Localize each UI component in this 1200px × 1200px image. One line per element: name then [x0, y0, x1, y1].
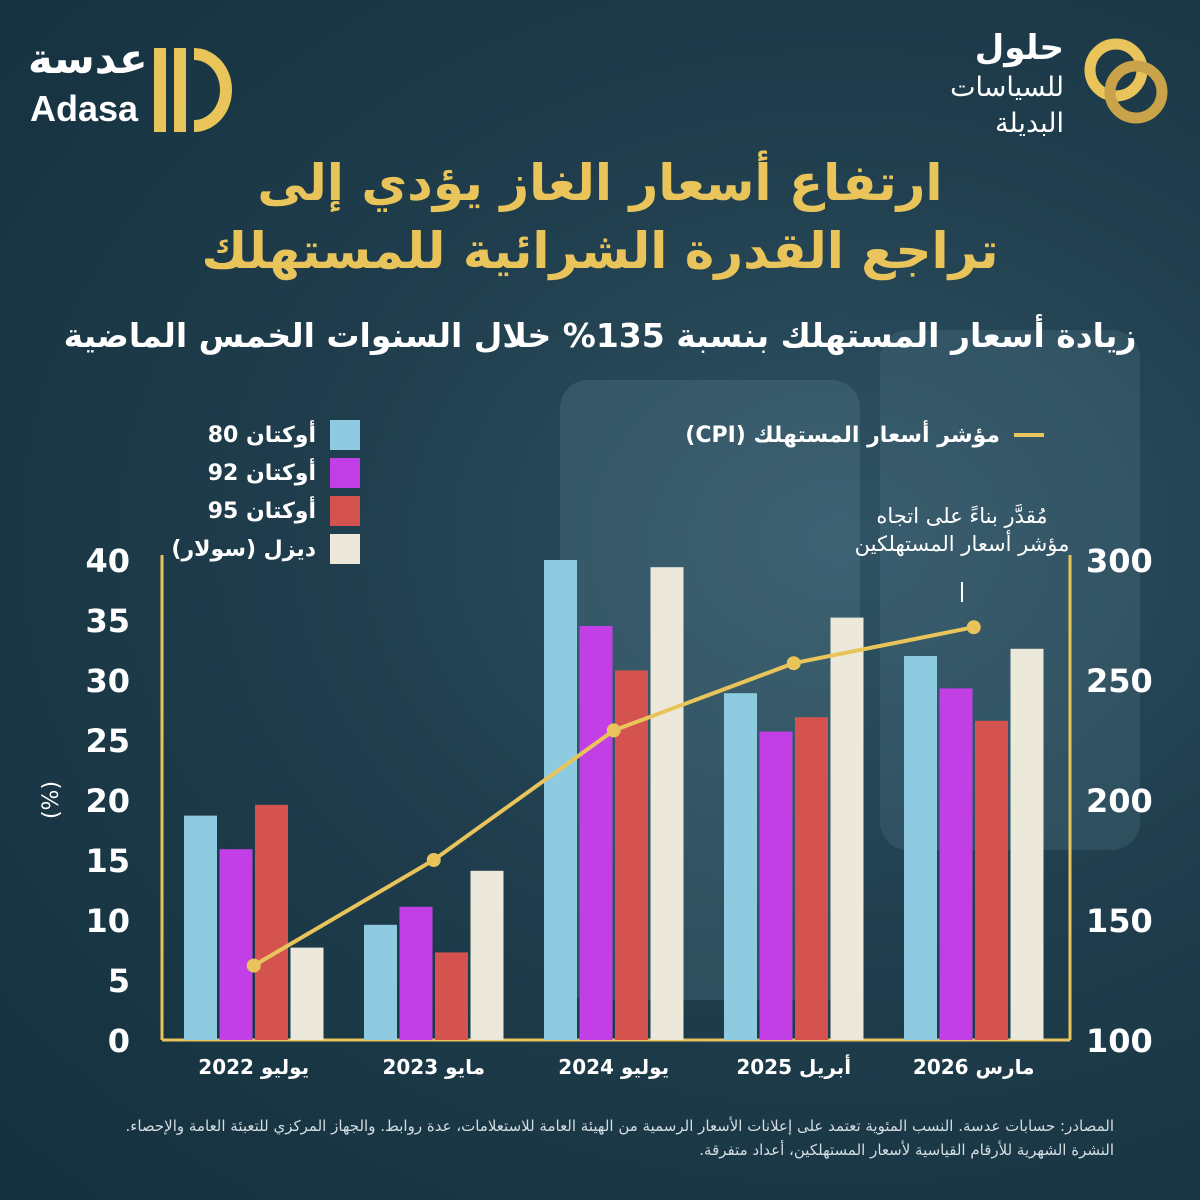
adasa-logo-arabic: عدسة — [28, 34, 148, 83]
adasa-logo-english: Adasa — [30, 88, 139, 129]
bar-octane80-5 — [904, 656, 937, 1040]
legend-swatch-octane92 — [330, 458, 360, 488]
y2-tick-label: 200 — [1086, 782, 1153, 820]
bar-diesel-4 — [830, 617, 864, 1040]
y-tick-label: 30 — [85, 662, 130, 700]
y2-tick-label: 150 — [1086, 902, 1153, 940]
adasa-lens-icon — [154, 48, 232, 132]
bar-octane92-4 — [759, 731, 793, 1040]
legend-swatch-octane95 — [330, 496, 360, 526]
y-tick-label: 40 — [85, 542, 130, 580]
chart-subtitle: زيادة أسعار المستهلك بنسبة 135% خلال الس… — [63, 316, 1137, 355]
y-tick-label: 0 — [108, 1022, 130, 1060]
y-tick-label: 5 — [108, 962, 130, 1000]
chart-title-line1: ارتفاع أسعار الغاز يؤدي إلى — [257, 154, 943, 212]
bar-octane95-4 — [795, 717, 828, 1040]
bar-octane92-2 — [399, 906, 433, 1040]
legend-item-octane92: أوكتان 92 — [208, 456, 360, 490]
bar-diesel-1 — [290, 947, 324, 1040]
legend-swatch-octane80 — [330, 420, 360, 450]
y-tick-label: 20 — [85, 782, 130, 820]
adasa-logo: عدسة Adasa — [22, 30, 232, 140]
bar-diesel-2 — [470, 870, 504, 1040]
bar-diesel-3 — [650, 567, 684, 1040]
bar-octane95-2 — [435, 952, 468, 1040]
x-tick-label: أبريل 2025 — [736, 1053, 851, 1079]
cpi-point-2 — [426, 853, 441, 867]
legend-line-cpi — [1014, 433, 1044, 437]
cpi-point-4 — [786, 656, 801, 671]
holoul-rings-icon — [1084, 38, 1168, 124]
legend-label-cpi: مؤشر أسعار المستهلك (CPI) — [685, 422, 1000, 448]
cpi-point-3 — [606, 723, 621, 738]
cpi-line — [252, 625, 975, 968]
x-tick-label: مايو 2023 — [382, 1055, 485, 1079]
legend-label-diesel: ديزل (سولار) — [171, 536, 316, 562]
bar-octane95-1 — [255, 804, 288, 1040]
chart-title-line2: تراجع القدرة الشرائية للمستهلك — [201, 222, 999, 280]
legend-item-octane80: أوكتان 80 — [208, 418, 360, 452]
bar-octane92-1 — [219, 849, 253, 1040]
y-tick-label: 35 — [85, 602, 130, 640]
bar-octane80-1 — [184, 815, 217, 1040]
legend-item-octane95: أوكتان 95 — [208, 494, 360, 528]
holoul-logo-line3: البديلة — [995, 108, 1064, 139]
legend-label-octane92: أوكتان 92 — [207, 460, 316, 486]
x-tick-label: يوليو 2024 — [558, 1055, 669, 1079]
y2-tick-label: 300 — [1086, 542, 1153, 580]
cpi-point-1 — [246, 958, 261, 973]
bar-diesel-5 — [1010, 648, 1044, 1040]
holoul-logo-line2: للسياسات — [950, 72, 1064, 103]
legend-item-cpi: مؤشر أسعار المستهلك (CPI) — [685, 418, 1044, 452]
bar-octane80-2 — [364, 924, 397, 1040]
bar-octane92-5 — [939, 688, 973, 1040]
y-tick-label: 10 — [85, 902, 130, 940]
cpi-point-5 — [966, 620, 981, 635]
estimate-note: مُقدَّر بناءً على اتجاه مؤشر أسعار المست… — [854, 504, 1070, 556]
holoul-logo: حلول للسياسات البديلة — [904, 28, 1174, 139]
legend-label-octane95: أوكتان 95 — [207, 498, 316, 524]
legend-item-diesel: ديزل (سولار) — [171, 532, 360, 566]
bar-octane80-4 — [724, 693, 757, 1040]
y-tick-label: 25 — [85, 722, 130, 760]
y2-tick-label: 250 — [1086, 662, 1153, 700]
bar-octane95-5 — [975, 720, 1008, 1040]
legend-label-octane80: أوكتان 80 — [207, 422, 316, 448]
bar-octane92-3 — [579, 626, 613, 1040]
legend-swatch-diesel — [330, 534, 360, 564]
y-axis-label: (%) — [39, 781, 64, 819]
bar-octane80-3 — [544, 560, 577, 1040]
y2-tick-label: 100 — [1086, 1022, 1153, 1060]
y-tick-label: 15 — [85, 842, 130, 880]
holoul-logo-line1: حلول — [974, 28, 1064, 68]
source-note: المصادر: حسابات عدسة. النسب المئوية تعتم… — [125, 1117, 1115, 1159]
x-tick-label: مارس 2026 — [913, 1055, 1035, 1079]
x-tick-label: يوليو 2022 — [198, 1055, 309, 1079]
